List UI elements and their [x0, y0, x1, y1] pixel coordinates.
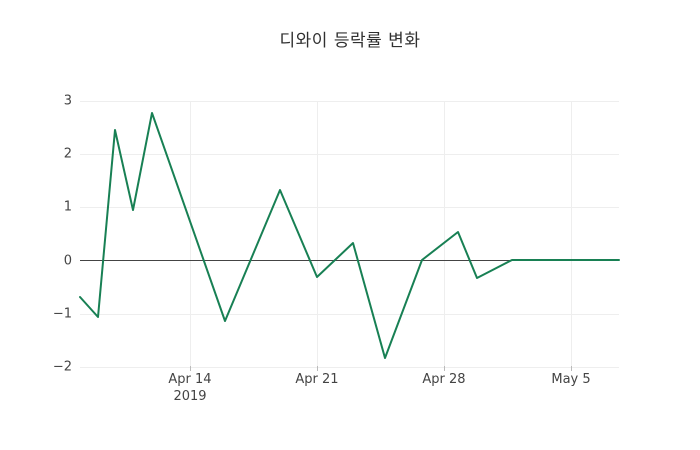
y-tick-label: 2: [63, 146, 72, 162]
gridline-vertical: [190, 101, 191, 367]
gridline-horizontal: [80, 207, 619, 208]
x-tick-label: Apr 21: [257, 371, 377, 388]
x-tickmark: [190, 366, 191, 371]
gridline-horizontal: [80, 101, 619, 102]
x-tickmark: [571, 366, 572, 371]
x-tick-main: Apr 21: [295, 372, 339, 387]
y-axis: 3 2 1 0 −1 −2: [24, 94, 72, 375]
y-tick-label: 3: [63, 93, 72, 109]
gridline-horizontal: [80, 154, 619, 155]
plot-area: [79, 101, 620, 368]
x-tick-label: Apr 14 2019: [130, 371, 250, 405]
gridline-vertical: [444, 101, 445, 367]
x-tick-label: May 5: [511, 371, 631, 388]
gridline-horizontal: [80, 367, 619, 368]
y-tick-label: 0: [63, 253, 72, 269]
series-polyline: [79, 112, 620, 359]
line-series: [79, 112, 620, 359]
y-tick-label: 1: [63, 199, 72, 215]
gridline-horizontal: [80, 314, 619, 315]
x-tick-main: Apr 14: [168, 372, 212, 387]
x-tick-sub: 2019: [173, 389, 207, 404]
zero-baseline: [80, 260, 619, 261]
x-tick-main: Apr 28: [422, 372, 466, 387]
y-tick-label: −2: [52, 359, 72, 375]
x-tick-main: May 5: [551, 372, 591, 387]
x-axis: Apr 14 2019 Apr 21 Apr 28 May 5: [80, 366, 619, 417]
x-tickmark: [444, 366, 445, 371]
page-title: 디와이 등락률 변화: [279, 31, 421, 51]
x-tick-label: Apr 28: [384, 371, 504, 388]
gridline-vertical: [317, 101, 318, 367]
gridline-vertical: [571, 101, 572, 367]
y-tick-label: −1: [52, 306, 72, 322]
x-tickmark: [317, 366, 318, 371]
